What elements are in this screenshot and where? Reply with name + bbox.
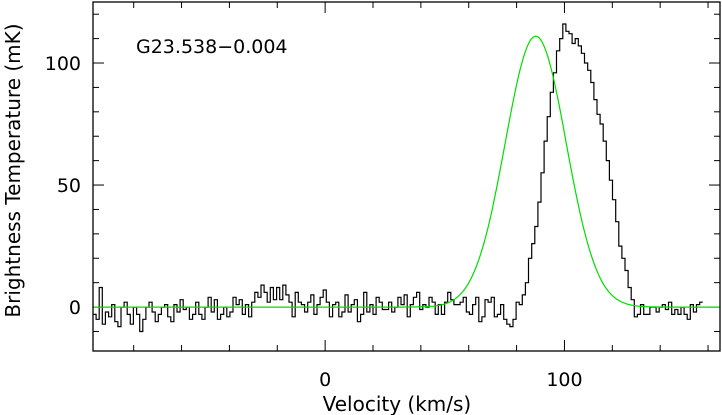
gaussian-fit-series xyxy=(93,35,720,308)
tick-labels: 0 100 0 50 100 xyxy=(45,53,583,391)
y-axis-title: Brightness Temperature (mK) xyxy=(1,23,25,317)
y-tick-label: 100 xyxy=(45,53,81,75)
y-tick-label: 50 xyxy=(57,175,81,197)
y-tick-label: 0 xyxy=(69,297,81,319)
x-tick-label: 0 xyxy=(319,369,331,391)
x-axis-title: Velocity (km/s) xyxy=(323,392,472,415)
x-tick-label: 100 xyxy=(546,369,582,391)
plot-frame xyxy=(92,1,721,352)
spectrum-series xyxy=(93,23,703,333)
source-name-label: G23.538−0.004 xyxy=(136,36,288,58)
